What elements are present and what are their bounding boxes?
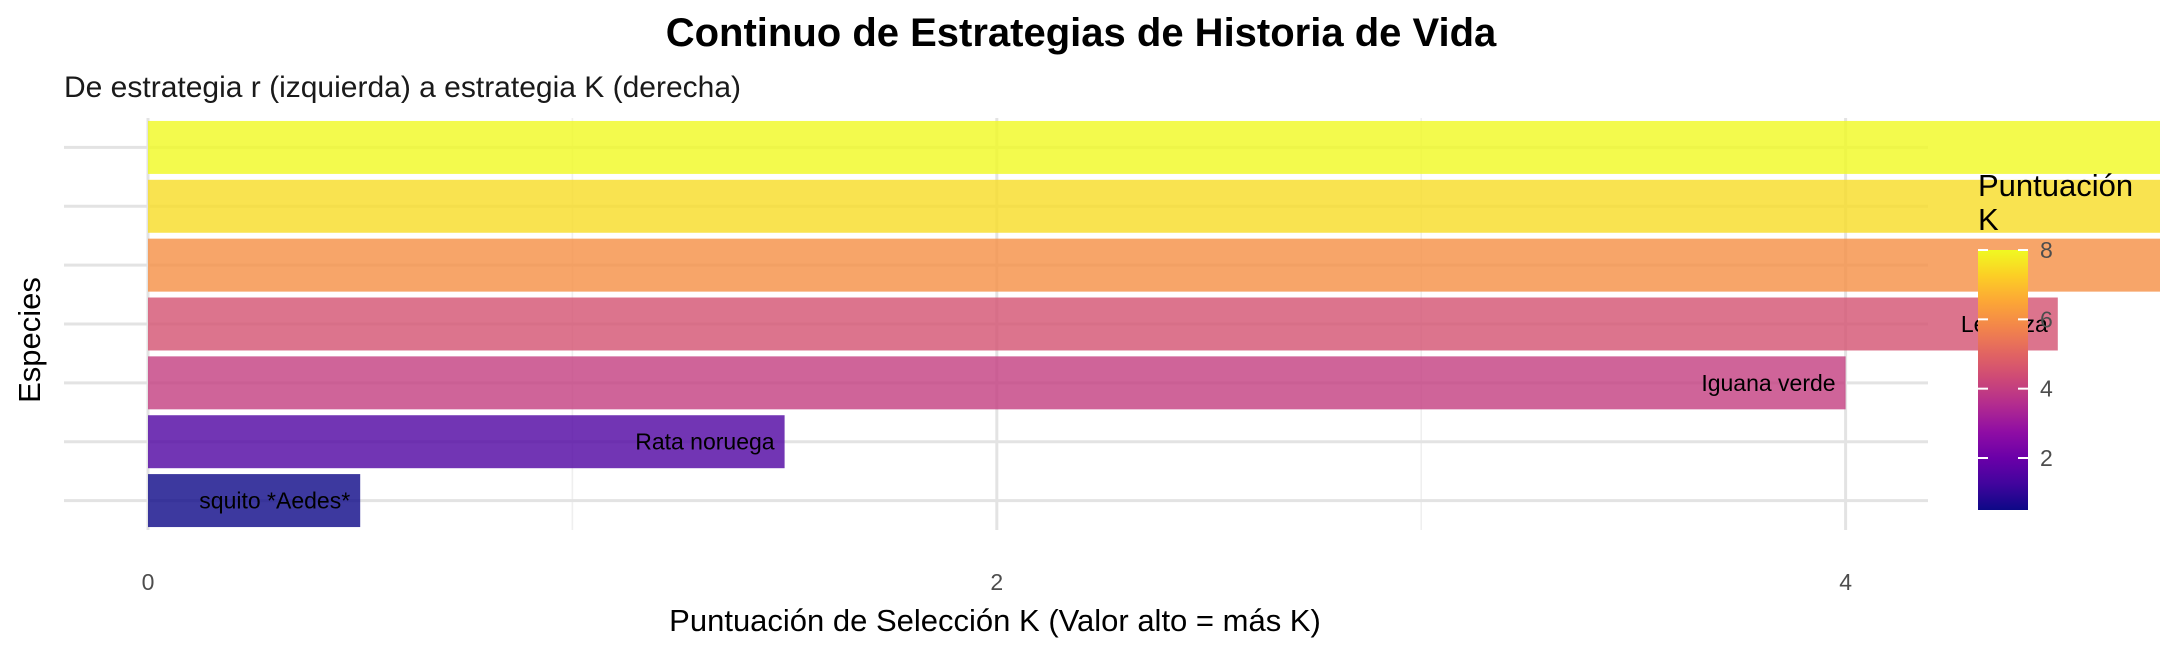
bar (148, 415, 785, 469)
chart-subtitle: De estrategia r (izquierda) a estrategia… (64, 71, 741, 104)
legend-tick-label: 2 (2040, 445, 2053, 471)
bar-label: Iguana verde (1701, 370, 1835, 396)
bars (148, 120, 2160, 528)
legend-ticks: 2 4 6 8 (1978, 237, 2053, 471)
chart-title: Continuo de Estrategias de Historia de V… (666, 11, 1497, 55)
y-axis-title: Especies (12, 277, 47, 403)
legend-title-line-2: K (1978, 202, 1999, 237)
bar-label: squito *Aedes* (199, 488, 350, 514)
legend-title-line-1: Puntuación (1978, 168, 2133, 203)
bar (148, 356, 1846, 410)
bar-label: Rata noruega (635, 429, 775, 455)
x-tick-label: 2 (990, 569, 1003, 595)
legend: Puntuación K 2 4 6 8 (1978, 168, 2142, 510)
bar (148, 474, 361, 528)
bar (148, 297, 2058, 351)
legend-tick-label: 8 (2040, 237, 2053, 263)
legend-title: Puntuación K (1978, 168, 2142, 237)
bar (148, 238, 2160, 292)
x-axis-ticks: 02468 (142, 569, 1853, 595)
x-tick-label: 4 (1839, 569, 1852, 595)
legend-tick-label: 4 (2040, 376, 2053, 402)
legend-tick-label: 6 (2040, 306, 2053, 332)
bar (148, 179, 2160, 233)
x-tick-label: 0 (142, 569, 155, 595)
x-axis-title: Puntuación de Selección K (Valor alto = … (669, 603, 1321, 638)
bar (148, 120, 2160, 174)
legend-colorbar (1978, 250, 2028, 510)
